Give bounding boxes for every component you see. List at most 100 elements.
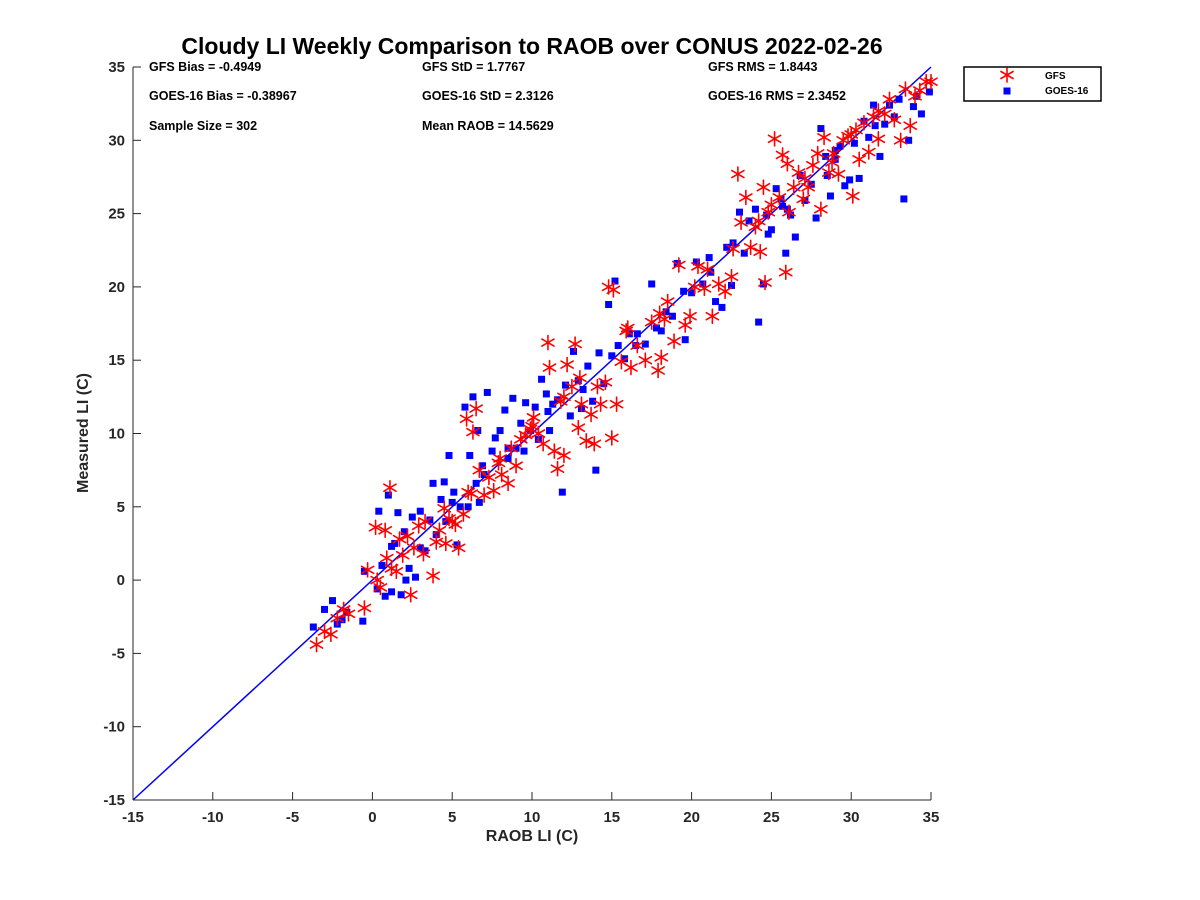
x-tick-label: -15 bbox=[122, 809, 144, 826]
legend-gfs-asterisk bbox=[1000, 67, 1014, 83]
gfs-point bbox=[609, 396, 624, 412]
goes16-point bbox=[614, 342, 622, 350]
gfs-point bbox=[705, 308, 720, 325]
plot-area bbox=[132, 66, 938, 801]
gfs-point bbox=[392, 531, 407, 547]
y-tick-label: 25 bbox=[108, 206, 125, 223]
goes16-point bbox=[648, 280, 656, 288]
gfs-point bbox=[898, 81, 913, 97]
goes16-point bbox=[611, 277, 619, 285]
gfs-point bbox=[426, 567, 440, 584]
goes16-point bbox=[466, 451, 474, 459]
gfs-point bbox=[357, 600, 372, 616]
goes16-point bbox=[405, 564, 413, 572]
goes16-point bbox=[429, 479, 437, 487]
goes16-point bbox=[692, 258, 700, 266]
goes16-point bbox=[850, 139, 858, 147]
gfs-point bbox=[652, 305, 667, 322]
goes16-point bbox=[488, 447, 496, 455]
goes16-point bbox=[592, 466, 600, 474]
gfs-point bbox=[606, 282, 621, 298]
gfs-point bbox=[531, 425, 546, 442]
goes16-point bbox=[699, 280, 707, 288]
gfs-point bbox=[806, 157, 820, 174]
goes16-point bbox=[763, 211, 771, 219]
goes16-point bbox=[469, 393, 477, 401]
gfs-point bbox=[810, 145, 825, 162]
goes16-point bbox=[496, 427, 504, 435]
goes16-point bbox=[416, 544, 424, 552]
gfs-point bbox=[536, 435, 551, 452]
gfs-point bbox=[711, 276, 726, 292]
x-tick-label: -10 bbox=[202, 809, 224, 826]
gfs-point bbox=[584, 406, 598, 423]
goes16-point bbox=[566, 412, 574, 420]
goes16-point bbox=[359, 617, 367, 625]
gfs-point bbox=[373, 579, 388, 596]
goes16-point bbox=[479, 462, 487, 470]
gfs-point bbox=[526, 409, 541, 426]
x-tick-label: 25 bbox=[763, 809, 780, 826]
gfs-point bbox=[654, 349, 669, 366]
gfs-point bbox=[751, 213, 766, 229]
gfs-point bbox=[486, 482, 501, 499]
x-tick-label: 15 bbox=[603, 809, 620, 826]
gfs-point bbox=[568, 336, 582, 352]
goes16-point bbox=[707, 268, 715, 276]
goes16-point bbox=[491, 434, 499, 442]
goes16-point bbox=[917, 110, 925, 118]
goes16-point bbox=[641, 340, 649, 348]
goes16-point bbox=[871, 122, 879, 130]
gfs-point bbox=[683, 308, 697, 325]
x-tick-label: 5 bbox=[448, 809, 456, 826]
goes16-point bbox=[822, 152, 830, 160]
goes16-point bbox=[504, 454, 512, 462]
gfs-point bbox=[798, 170, 812, 187]
goes16-point bbox=[662, 308, 670, 316]
goes16-point bbox=[841, 182, 849, 190]
stat-goes-bias: GOES-16 Bias = -0.38967 bbox=[149, 89, 297, 103]
legend-box bbox=[963, 66, 1102, 102]
gfs-point bbox=[437, 500, 452, 517]
tick-layer: -15 -10 -5 0 5 10 15 20 25 30 35 -15 -10 -5 0 5 10 15 20 25… bbox=[103, 59, 939, 826]
gfs-point bbox=[660, 293, 675, 310]
goes16-point bbox=[831, 147, 839, 155]
goes16-point bbox=[881, 120, 889, 128]
gfs-point bbox=[573, 369, 587, 386]
gfs-point bbox=[871, 131, 886, 147]
goes16-point bbox=[394, 509, 402, 517]
legend-gfs-marker bbox=[1000, 67, 1014, 83]
goes16-point bbox=[453, 541, 461, 549]
gfs-point bbox=[525, 418, 539, 434]
gfs-point bbox=[758, 274, 772, 291]
goes16-point bbox=[608, 352, 616, 360]
x-tick-label: 0 bbox=[368, 809, 376, 826]
gfs-point bbox=[341, 606, 356, 622]
gfs-point bbox=[924, 73, 938, 90]
goes16-point bbox=[388, 588, 396, 596]
goes16-point bbox=[621, 355, 629, 363]
x-tick-label: 30 bbox=[843, 809, 860, 826]
goes16-point bbox=[723, 243, 731, 251]
goes16-point bbox=[501, 406, 509, 414]
y-tick-label: 0 bbox=[117, 572, 125, 589]
gfs-point bbox=[724, 268, 739, 285]
goes16-point bbox=[574, 377, 582, 385]
goes16-point bbox=[517, 419, 525, 427]
x-axis-label: RAOB LI (C) bbox=[486, 828, 578, 845]
goes16-point bbox=[400, 528, 408, 536]
legend-gfs-label: GFS bbox=[1045, 71, 1066, 82]
gfs-point bbox=[542, 359, 557, 376]
gfs-point bbox=[553, 393, 568, 410]
gfs-point bbox=[734, 214, 748, 231]
gfs-point bbox=[814, 201, 828, 218]
y-tick-label: 30 bbox=[108, 132, 125, 149]
x-tick-label: -5 bbox=[286, 809, 299, 826]
goes16-point bbox=[579, 386, 587, 394]
gfs-point bbox=[541, 334, 555, 351]
stat-gfs-bias: GFS Bias = -0.4949 bbox=[149, 60, 261, 74]
goes16-point bbox=[826, 192, 834, 200]
goes16-point bbox=[416, 507, 424, 515]
goes16-point bbox=[329, 597, 336, 605]
